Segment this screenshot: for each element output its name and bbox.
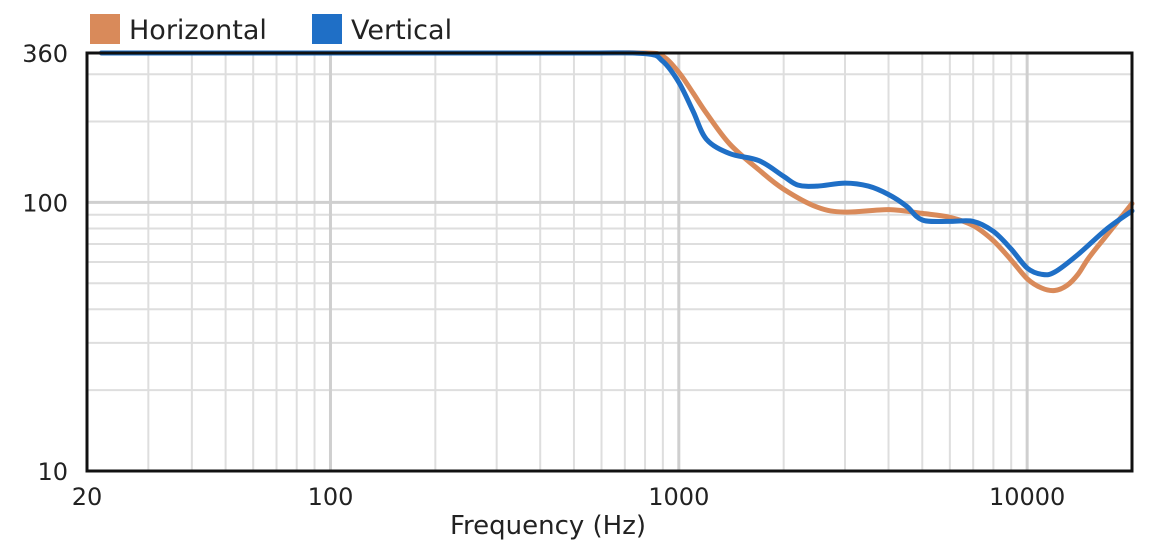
x-tick-label: 1000 xyxy=(648,483,709,511)
y-tick-label: 360 xyxy=(22,40,68,68)
x-tick-labels: 20 100 1000 10000 xyxy=(72,483,1066,511)
legend-swatch-vertical xyxy=(312,14,342,44)
major-grid xyxy=(87,53,1132,471)
series-layer xyxy=(98,50,1135,294)
y-tick-labels: 360 100 10 xyxy=(22,40,68,486)
legend: Horizontal Vertical xyxy=(90,14,452,46)
x-tick-label: 100 xyxy=(308,483,354,511)
legend-label-vertical: Vertical xyxy=(351,15,452,46)
y-tick-label: 100 xyxy=(22,189,68,217)
y-tick-label: 10 xyxy=(37,458,68,486)
x-axis-title: Frequency (Hz) xyxy=(450,511,646,541)
x-tick-label: 20 xyxy=(72,483,103,511)
legend-label-horizontal: Horizontal xyxy=(129,15,267,46)
minor-grid xyxy=(86,53,1133,471)
series-line-horizontal xyxy=(98,50,1135,294)
legend-swatch-horizontal xyxy=(90,14,120,44)
series-line-vertical xyxy=(98,50,1135,278)
x-tick-label: 10000 xyxy=(989,483,1065,511)
plot-frame xyxy=(85,51,1134,473)
